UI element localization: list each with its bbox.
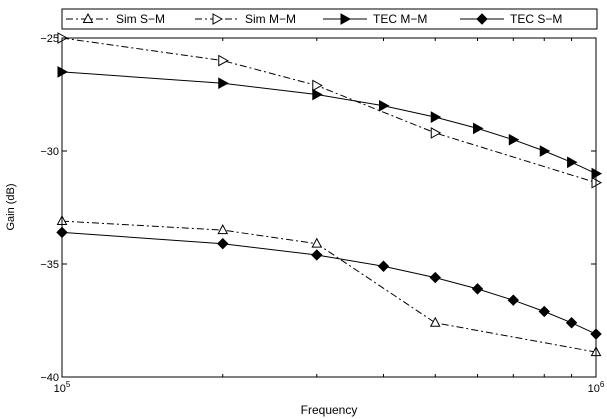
- data-point: [430, 111, 442, 123]
- data-point: [539, 145, 551, 157]
- data-point: [311, 249, 323, 261]
- x-axis-label: Frequency: [301, 403, 358, 417]
- legend-marker: [82, 12, 94, 23]
- data-point: [377, 260, 390, 272]
- legend-entry: TEC M−M: [323, 12, 427, 26]
- legend-label: Sim S−M: [116, 12, 165, 26]
- y-tick-label: −35: [40, 259, 59, 271]
- plot-area: [62, 38, 596, 377]
- series-line: [61, 71, 597, 175]
- data-point: [507, 294, 519, 306]
- y-tick-label: −30: [40, 146, 59, 158]
- legend: Sim S−M Sim M−M TEC M−M TEC S−M: [61, 8, 598, 30]
- series-line: [61, 231, 597, 335]
- legend-marker: [340, 13, 352, 25]
- legend-label: TEC M−M: [373, 12, 427, 26]
- legend-marker: [476, 13, 488, 25]
- data-point: [217, 237, 229, 250]
- series-2: [57, 32, 603, 189]
- legend-label: Sim M−M: [245, 12, 296, 26]
- legend-entry: Sim M−M: [195, 12, 296, 26]
- data-point: [429, 271, 441, 284]
- y-axis-label: Gain (dB): [5, 183, 17, 230]
- series-4: [56, 226, 602, 340]
- data-point: [567, 156, 578, 169]
- data-point: [217, 224, 229, 235]
- data-point: [312, 79, 323, 92]
- data-point: [473, 122, 484, 135]
- x-tick-label: 105: [54, 380, 71, 395]
- y-tick-label: −40: [40, 372, 59, 384]
- data-point: [218, 54, 229, 67]
- data-point: [538, 305, 550, 318]
- data-point: [429, 316, 441, 327]
- data-point: [312, 88, 323, 101]
- legend-label: TEC S−M: [510, 12, 562, 26]
- legend-marker: [212, 13, 224, 25]
- data-point: [565, 317, 578, 329]
- data-point: [471, 283, 484, 295]
- data-point: [218, 77, 229, 90]
- legend-entry: TEC S−M: [460, 12, 562, 26]
- plot-frame: [61, 37, 597, 378]
- data-point: [430, 127, 442, 139]
- x-tick-label: 106: [588, 380, 605, 395]
- data-point: [508, 133, 520, 146]
- y-tick-label: −25: [40, 33, 59, 45]
- legend-entry: Sim S−M: [66, 12, 165, 26]
- data-point: [379, 99, 390, 112]
- data-point: [311, 237, 323, 248]
